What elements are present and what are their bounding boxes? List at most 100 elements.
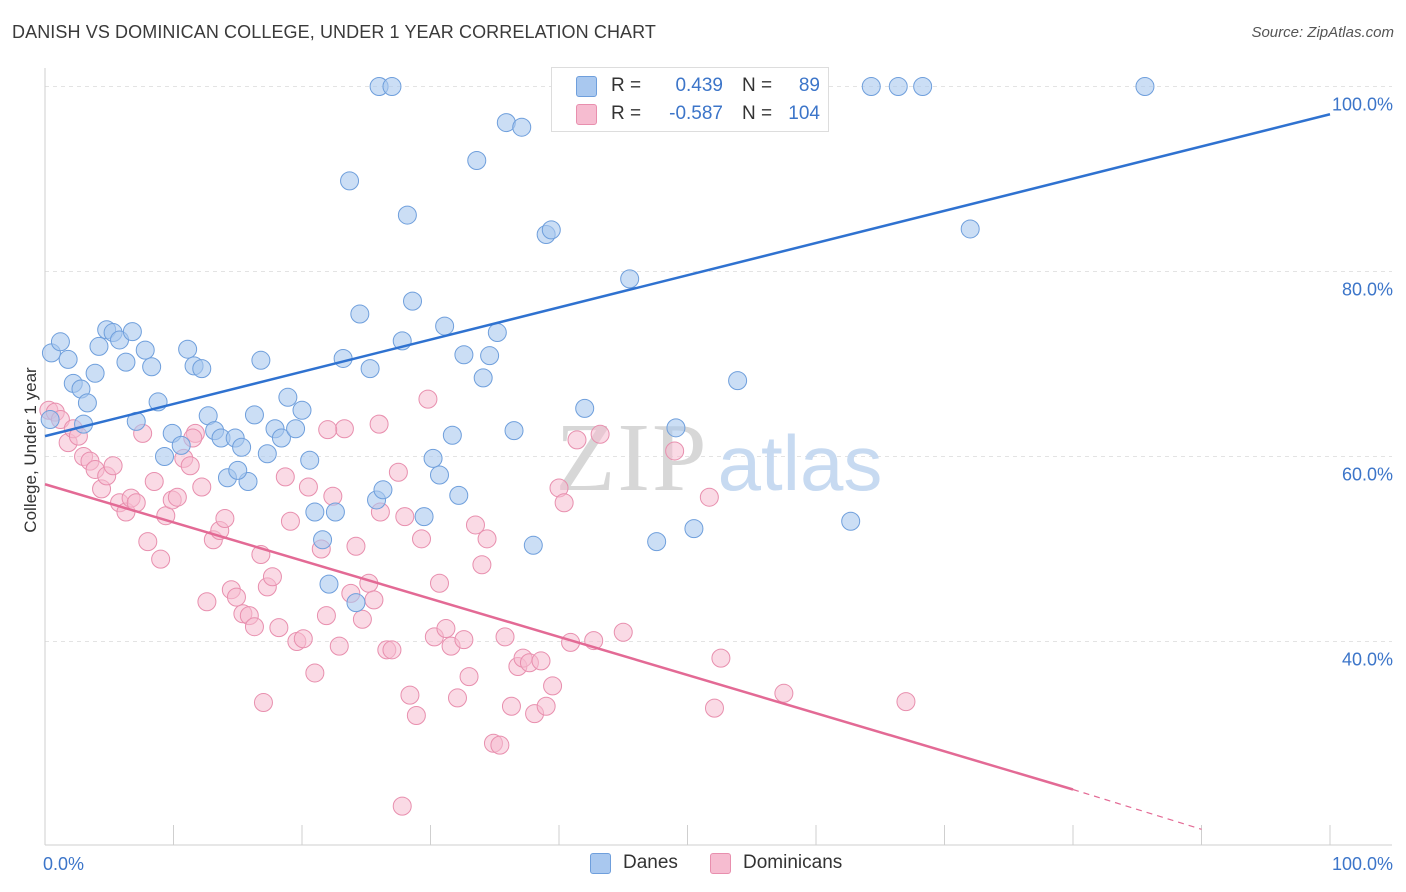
dominicans-point — [392, 796, 412, 816]
danes-point — [155, 447, 175, 466]
danes-point — [467, 151, 487, 170]
dominicans-point — [436, 619, 456, 639]
y-tick-label: 80.0% — [1342, 280, 1393, 300]
danes-n-label: N = — [742, 75, 773, 96]
dominicans-point — [329, 636, 349, 656]
danes-point — [913, 77, 933, 96]
danes-point — [480, 346, 500, 366]
danes-point — [473, 368, 493, 388]
grid-lines — [45, 86, 1392, 642]
dominicans-point — [316, 606, 336, 626]
dominicans-point — [215, 508, 235, 528]
danes-point — [350, 304, 370, 324]
dominicans-point — [275, 467, 295, 487]
dominicans-point — [665, 441, 685, 461]
danes-point — [278, 387, 298, 407]
danes-point — [403, 291, 423, 311]
dominicans-point — [711, 648, 731, 668]
dominicans-point — [613, 622, 633, 642]
danes-point — [360, 359, 380, 379]
danes-point — [647, 532, 667, 552]
danes-point — [142, 357, 162, 377]
dominicans-point — [536, 696, 556, 716]
chart-title: DANISH VS DOMINICAN COLLEGE, UNDER 1 YEA… — [12, 22, 657, 42]
tick-labels: 40.0% 60.0% 80.0% 100.0% 0.0% 100.0% — [43, 95, 1393, 875]
danes-point — [171, 435, 191, 455]
dominicans-point — [896, 692, 916, 712]
dominicans-point — [103, 456, 123, 476]
danes-point — [192, 359, 212, 379]
danes-point — [40, 410, 60, 429]
danes-point — [286, 419, 306, 439]
legend-danes-swatch — [590, 852, 611, 874]
legend-item-dominicans[interactable]: Dominicans — [710, 852, 842, 874]
danes-point — [423, 448, 443, 468]
danes-point — [523, 535, 543, 555]
dominicans-point — [495, 627, 515, 647]
watermark: ZIP atlas — [556, 404, 883, 512]
danes-point — [325, 502, 345, 522]
danes-swatch — [576, 75, 597, 97]
dominicans-point — [180, 456, 200, 476]
dominicans-n-value: 104 — [788, 103, 820, 124]
dominicans-point — [406, 706, 426, 725]
danes-trend-line — [44, 113, 1331, 438]
dominicans-point — [501, 696, 521, 716]
danes-point — [340, 171, 360, 191]
dominicans-point — [699, 487, 719, 507]
danes-point — [89, 336, 109, 356]
dominicans-point — [144, 471, 164, 491]
legend-dominicans-label: Dominicans — [743, 852, 843, 873]
dominicans-trend-line — [44, 483, 1074, 791]
dominicans-point — [774, 683, 794, 703]
danes-point — [429, 465, 449, 485]
danes-points — [40, 77, 1155, 613]
dominicans-point — [323, 486, 343, 506]
x-tick-label: 0.0% — [43, 854, 84, 874]
danes-point — [841, 511, 861, 531]
danes-point — [228, 460, 248, 480]
danes-point — [512, 117, 532, 137]
dominicans-n-label: N = — [742, 103, 773, 124]
dominicans-point — [400, 685, 420, 705]
dominicans-point — [704, 698, 724, 718]
dominicans-swatch — [576, 103, 597, 125]
dominicans-point — [382, 640, 402, 660]
danes-point — [50, 332, 70, 352]
danes-point — [442, 425, 462, 445]
trend-lines — [44, 113, 1331, 830]
dominicans-point — [262, 567, 282, 587]
dominicans-trend-extension — [1072, 788, 1202, 830]
danes-point — [58, 349, 78, 369]
legend-row-danes: R = 0.439 N = 89 — [576, 72, 820, 100]
series-legend: Danes Dominicans — [0, 852, 1406, 878]
dominicans-point — [280, 511, 300, 531]
danes-point — [85, 363, 105, 383]
danes-point — [135, 340, 155, 360]
axes — [44, 68, 1392, 846]
danes-point — [271, 428, 291, 448]
dominicans-point — [167, 487, 187, 507]
dominicans-point — [253, 693, 273, 713]
dominicans-r-label: R = — [611, 103, 642, 124]
dominicans-r-value: -0.587 — [669, 103, 723, 124]
danes-point — [232, 437, 252, 457]
dominicans-point — [447, 688, 467, 708]
danes-point — [1135, 77, 1155, 96]
dominicans-point — [567, 430, 587, 450]
danes-point — [116, 352, 136, 372]
danes-point — [122, 322, 142, 342]
dominicans-point — [459, 667, 479, 687]
dominicans-point — [197, 592, 217, 612]
legend-item-danes[interactable]: Danes — [590, 852, 678, 874]
danes-point — [449, 485, 469, 505]
y-axis-label-text: College, Under 1 year — [21, 367, 40, 533]
danes-point — [397, 205, 417, 225]
danes-point — [504, 421, 524, 441]
dominicans-point — [369, 414, 389, 434]
danes-point — [684, 519, 704, 539]
danes-r-label: R = — [611, 75, 642, 96]
danes-point — [333, 348, 353, 368]
dominicans-point — [418, 389, 438, 409]
